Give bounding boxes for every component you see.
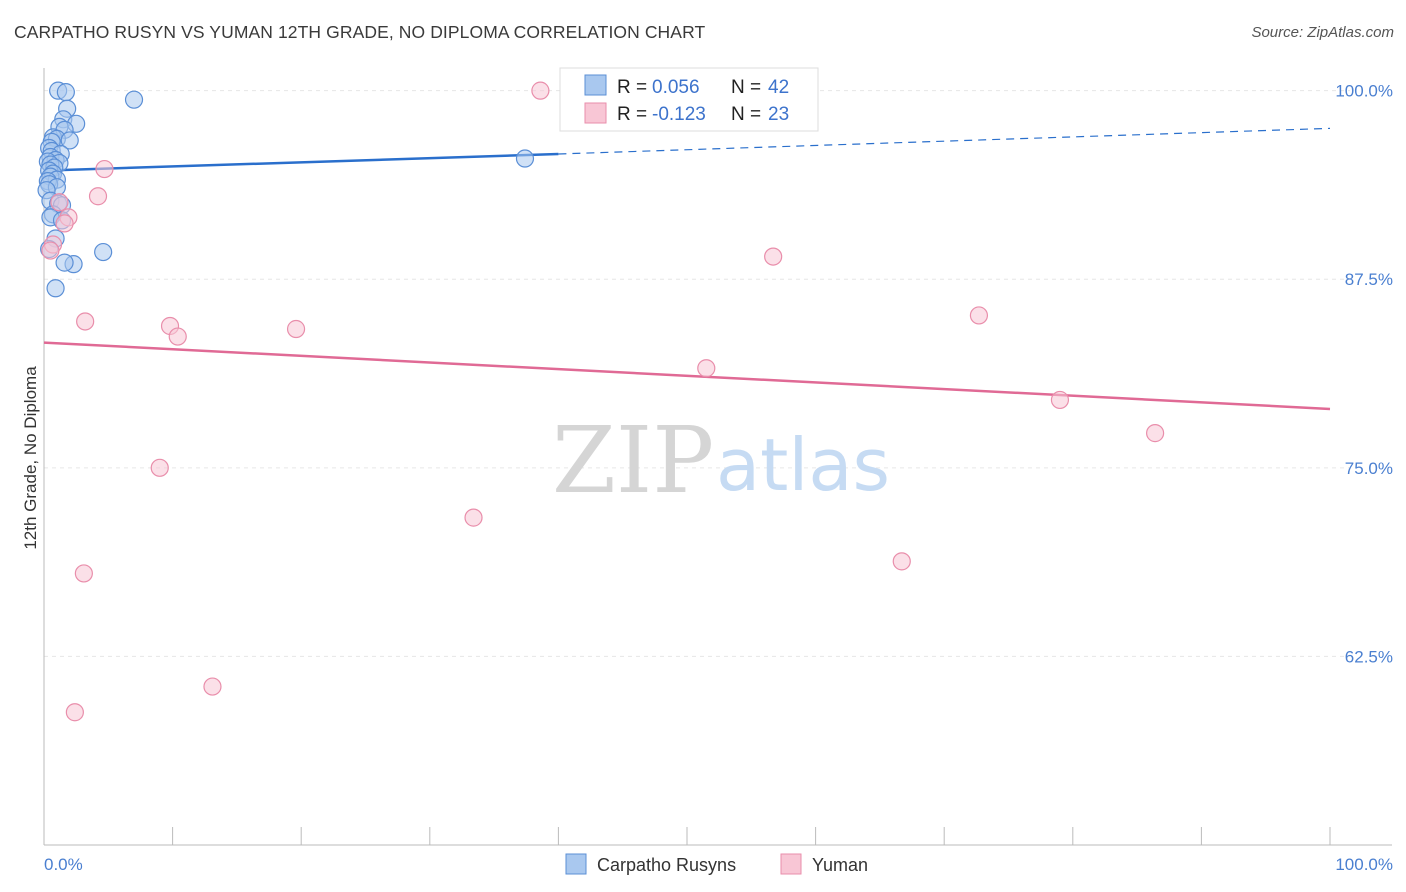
y-tick-label: 62.5% — [1345, 647, 1393, 666]
chart-title: CARPATHO RUSYN VS YUMAN 12TH GRADE, NO D… — [14, 22, 706, 42]
point-pink — [1146, 424, 1165, 443]
trend-line-extension-blue — [558, 127, 1331, 155]
point-pink — [764, 247, 783, 266]
trend-lines — [43, 127, 1331, 411]
point-pink — [892, 552, 911, 571]
point-blue — [60, 131, 79, 150]
trend-line-pink — [43, 341, 1331, 411]
point-pink — [88, 187, 108, 206]
point-pink — [74, 564, 93, 583]
legend-swatch-blue — [584, 74, 607, 96]
watermark-atlas: atlas — [716, 423, 890, 507]
data-points — [37, 81, 1165, 722]
x-tick-label: 100.0% — [1335, 855, 1393, 874]
legend-pink-n-label: N = — [731, 104, 761, 125]
watermark: ZIP atlas — [552, 407, 890, 514]
point-pink — [464, 508, 483, 527]
legend-blue-r-label: R = — [617, 77, 647, 98]
legend-blue-r-value: 0.056 — [652, 77, 700, 98]
point-pink — [41, 241, 60, 260]
point-blue — [94, 242, 113, 262]
point-pink — [55, 214, 74, 233]
chart-source: Source: ZipAtlas.com — [1251, 24, 1394, 41]
y-tick-label: 75.0% — [1345, 459, 1393, 478]
x-tick-label: 0.0% — [44, 855, 83, 874]
gridlines — [44, 90, 1350, 657]
point-pink — [286, 319, 306, 339]
legend-pink-r-value: -0.123 — [652, 104, 706, 125]
point-pink — [50, 193, 69, 212]
point-blue — [46, 279, 65, 298]
series-legend: Carpatho Rusyns Yuman — [565, 853, 868, 875]
point-pink — [65, 703, 84, 722]
point-pink — [150, 458, 169, 477]
stats-legend: R = 0.056 N = 42 R = -0.123 N = 23 — [559, 67, 819, 132]
y-tick-label: 100.0% — [1335, 82, 1393, 101]
point-blue — [55, 253, 74, 272]
point-pink — [95, 159, 114, 179]
point-blue — [56, 83, 75, 102]
series-legend-swatch-pink[interactable] — [780, 853, 802, 875]
x-tick-labels: 0.0% 100.0% — [44, 855, 1393, 874]
watermark-zip: ZIP — [552, 407, 714, 514]
legend-blue-n-value: 42 — [768, 77, 789, 98]
series-legend-swatch-blue[interactable] — [565, 853, 587, 875]
trend-line-blue — [43, 152, 559, 172]
series-legend-label-pink[interactable]: Yuman — [812, 855, 868, 875]
point-pink — [531, 81, 550, 100]
point-pink — [1050, 390, 1070, 410]
legend-swatch-pink — [584, 102, 607, 124]
point-pink — [969, 306, 989, 325]
point-pink — [76, 312, 95, 331]
legend-pink-n-value: 23 — [768, 104, 789, 125]
legend-blue-n-label: N = — [731, 77, 761, 98]
point-pink — [203, 677, 222, 696]
point-blue — [515, 149, 535, 168]
y-axis-label: 12th Grade, No Diploma — [21, 366, 40, 550]
y-tick-label: 87.5% — [1345, 270, 1393, 289]
legend-pink-r-label: R = — [617, 104, 647, 125]
point-pink — [697, 359, 716, 378]
point-pink — [168, 327, 187, 346]
y-tick-labels: 100.0% 87.5% 75.0% 62.5% — [1335, 82, 1393, 667]
series-legend-label-blue[interactable]: Carpatho Rusyns — [597, 855, 736, 875]
point-blue — [124, 90, 144, 109]
